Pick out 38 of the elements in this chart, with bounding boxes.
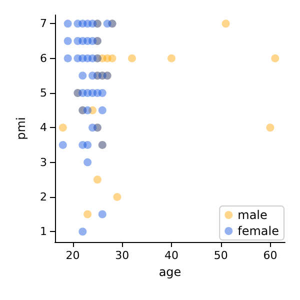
point — [64, 54, 72, 62]
legend-label: male — [238, 208, 268, 222]
x-tick-label: 60 — [263, 249, 278, 262]
point — [98, 88, 106, 97]
point — [78, 228, 87, 236]
point — [113, 192, 122, 201]
y-tick-label: 4 — [40, 121, 47, 134]
point — [167, 54, 176, 62]
x-tick-label: 50 — [214, 249, 228, 262]
y-axis-title: pmi — [14, 117, 28, 140]
y-tick-label: 6 — [40, 52, 47, 65]
point — [128, 54, 136, 62]
point — [84, 106, 92, 114]
point — [98, 106, 106, 114]
point — [64, 20, 72, 28]
x-tick-label: 30 — [115, 249, 130, 262]
point — [64, 36, 72, 45]
y-tick-label: 3 — [40, 156, 47, 169]
point — [222, 20, 230, 28]
legend-label: female — [238, 224, 280, 238]
point — [84, 158, 92, 166]
point — [108, 54, 116, 62]
y-tick-label: 7 — [40, 17, 47, 30]
point — [58, 140, 67, 149]
point — [271, 54, 280, 62]
point — [78, 72, 87, 80]
x-tick-label: 20 — [66, 249, 80, 262]
y-tick-label: 5 — [40, 86, 47, 100]
y-tick-label: 2 — [40, 190, 47, 204]
point — [98, 210, 106, 218]
point — [58, 124, 67, 132]
point — [84, 140, 92, 149]
point — [84, 210, 92, 218]
point — [93, 176, 102, 184]
point — [266, 124, 274, 132]
x-tick-label: 40 — [164, 249, 178, 262]
x-axis-title: age — [158, 264, 182, 279]
y-tick-label: 1 — [40, 225, 47, 238]
